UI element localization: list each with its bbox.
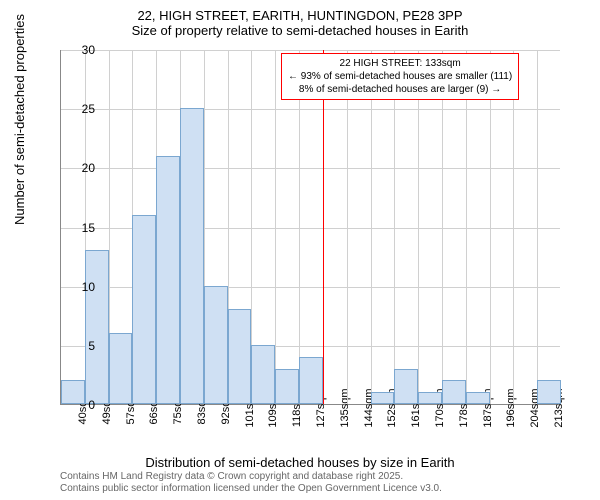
xtick-label: 196sqm bbox=[505, 388, 517, 427]
histogram-bar bbox=[537, 380, 561, 404]
histogram-bar bbox=[299, 357, 323, 404]
gridline-v bbox=[537, 50, 538, 404]
gridline-v bbox=[394, 50, 395, 404]
title-line1: 22, HIGH STREET, EARITH, HUNTINGDON, PE2… bbox=[0, 8, 600, 23]
histogram-bar bbox=[466, 392, 490, 404]
histogram-bar bbox=[442, 380, 466, 404]
ytick-label: 10 bbox=[65, 280, 95, 294]
histogram-bar bbox=[251, 345, 275, 404]
histogram-bar bbox=[394, 369, 418, 405]
title-line2: Size of property relative to semi-detach… bbox=[0, 23, 600, 38]
x-axis-label: Distribution of semi-detached houses by … bbox=[0, 455, 600, 470]
callout-box: 22 HIGH STREET: 133sqm ← 93% of semi-det… bbox=[281, 53, 519, 100]
histogram-bar bbox=[275, 369, 299, 405]
callout-line2: ← 93% of semi-detached houses are smalle… bbox=[288, 70, 512, 83]
gridline-v bbox=[418, 50, 419, 404]
chart-container: 40sqm49sqm57sqm66sqm75sqm83sqm92sqm101sq… bbox=[60, 50, 560, 405]
ytick-label: 30 bbox=[65, 43, 95, 57]
histogram-bar bbox=[156, 156, 180, 405]
histogram-bar bbox=[132, 215, 156, 404]
histogram-bar bbox=[204, 286, 228, 404]
callout-line1: 22 HIGH STREET: 133sqm bbox=[288, 57, 512, 70]
y-axis-label: Number of semi-detached properties bbox=[12, 14, 27, 225]
ytick-label: 0 bbox=[65, 398, 95, 412]
gridline-v bbox=[347, 50, 348, 404]
attribution-line1: Contains HM Land Registry data © Crown c… bbox=[60, 471, 442, 483]
attribution-line2: Contains public sector information licen… bbox=[60, 483, 442, 495]
histogram-bar bbox=[180, 108, 204, 404]
gridline-h bbox=[61, 50, 560, 51]
xtick-label: 135sqm bbox=[339, 388, 351, 427]
gridline-v bbox=[275, 50, 276, 404]
attribution: Contains HM Land Registry data © Crown c… bbox=[60, 471, 442, 495]
chart-title: 22, HIGH STREET, EARITH, HUNTINGDON, PE2… bbox=[0, 0, 600, 38]
gridline-v bbox=[371, 50, 372, 404]
gridline-v bbox=[299, 50, 300, 404]
gridline-v bbox=[513, 50, 514, 404]
plot-area: 40sqm49sqm57sqm66sqm75sqm83sqm92sqm101sq… bbox=[60, 50, 560, 405]
gridline-v bbox=[466, 50, 467, 404]
histogram-bar bbox=[418, 392, 442, 404]
gridline-h bbox=[61, 109, 560, 110]
reference-line bbox=[323, 50, 324, 404]
ytick-label: 20 bbox=[65, 161, 95, 175]
gridline-v bbox=[442, 50, 443, 404]
ytick-label: 5 bbox=[65, 339, 95, 353]
gridline-h bbox=[61, 168, 560, 169]
histogram-bar bbox=[85, 250, 109, 404]
ytick-label: 25 bbox=[65, 102, 95, 116]
histogram-bar bbox=[109, 333, 133, 404]
histogram-bar bbox=[228, 309, 252, 404]
callout-line3: 8% of semi-detached houses are larger (9… bbox=[288, 83, 512, 96]
ytick-label: 15 bbox=[65, 221, 95, 235]
histogram-bar bbox=[371, 392, 395, 404]
gridline-v bbox=[490, 50, 491, 404]
